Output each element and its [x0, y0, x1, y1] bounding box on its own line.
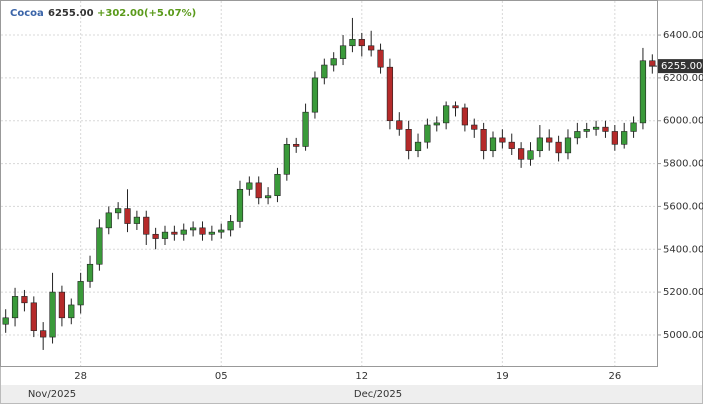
- y-tick-label: 5800.00: [663, 159, 703, 170]
- y-tick-label: 6000.00: [663, 116, 703, 127]
- candle-body: [396, 120, 403, 130]
- candle-body: [443, 105, 450, 124]
- candle-body: [208, 231, 215, 235]
- x-tick-label: 19: [496, 371, 509, 382]
- candle-body: [190, 227, 197, 231]
- candle-body: [58, 291, 66, 319]
- candle-body: [311, 77, 319, 113]
- candle-body: [274, 173, 281, 197]
- candle-body: [2, 317, 9, 325]
- candle-body: [602, 126, 609, 132]
- candle-body: [564, 137, 572, 154]
- plot-area: [0, 0, 658, 367]
- y-tick-label: 5600.00: [663, 201, 703, 212]
- y-tick-label: 5400.00: [663, 244, 703, 255]
- candle-body: [339, 45, 347, 59]
- y-tick-label: 6200.00: [663, 73, 703, 84]
- candle-body: [574, 131, 581, 139]
- candle-body: [293, 144, 300, 147]
- candle-body: [424, 124, 431, 143]
- candle-body: [218, 229, 225, 233]
- candle-body: [592, 126, 600, 130]
- candle-body: [471, 124, 478, 130]
- y-tick-label: 5000.00: [663, 330, 703, 341]
- candle-body: [630, 122, 637, 132]
- candle-body: [555, 141, 562, 154]
- candle-body: [489, 137, 497, 152]
- candle-body: [508, 141, 515, 149]
- candle-body: [96, 227, 103, 265]
- candle-body: [68, 304, 75, 319]
- candle-body: [546, 137, 553, 143]
- last-price: 6255.00: [48, 8, 94, 19]
- candle-body: [21, 296, 28, 304]
- candle-body: [124, 208, 131, 224]
- candle-body: [639, 60, 647, 124]
- candle-body: [302, 111, 309, 147]
- candle-body: [518, 148, 525, 160]
- candle-body: [649, 60, 656, 67]
- candle-body: [133, 216, 140, 224]
- candle-body: [536, 137, 543, 152]
- candle-body: [377, 49, 384, 68]
- candle-body: [452, 105, 459, 109]
- candle-body: [227, 221, 234, 231]
- candle-body: [321, 64, 328, 79]
- candle-body: [330, 58, 337, 66]
- y-tick-label: 6400.00: [663, 30, 703, 41]
- symbol: Cocoa: [10, 8, 44, 19]
- candle-body: [358, 39, 365, 47]
- period-label: Nov/2025: [28, 389, 76, 400]
- x-tick-label: 12: [355, 371, 368, 382]
- candle-body: [180, 229, 187, 235]
- x-tick-label: 05: [215, 371, 228, 382]
- candle-body: [283, 144, 290, 175]
- candle-body: [461, 107, 468, 126]
- candle-body: [621, 131, 628, 145]
- candle-body: [583, 129, 590, 132]
- candle-body: [143, 216, 150, 235]
- candle-body: [115, 208, 122, 214]
- candle-body: [255, 182, 262, 199]
- period-label: Dec/2025: [354, 389, 402, 400]
- candle-body: [480, 129, 487, 152]
- candle-body: [30, 302, 37, 331]
- candle-body: [49, 291, 56, 338]
- candle-body: [349, 39, 356, 47]
- candle-body: [199, 227, 206, 235]
- x-tick-label: 28: [74, 371, 87, 382]
- candle-body: [236, 188, 244, 222]
- last-price-label: 6255.00: [661, 61, 702, 72]
- candle-body: [264, 195, 272, 199]
- candle-body: [368, 45, 375, 51]
- candle-body: [405, 129, 412, 152]
- candle-body: [433, 122, 440, 126]
- candle-body: [386, 66, 394, 122]
- change: +302.00(+5.07%): [97, 8, 196, 19]
- candle-body: [77, 281, 84, 306]
- candle-body: [161, 231, 169, 239]
- period-strip: [1, 385, 702, 403]
- candle-body: [11, 296, 19, 319]
- candle-body: [40, 330, 47, 338]
- candle-body: [499, 137, 506, 143]
- candle-body: [152, 233, 159, 239]
- y-tick-label: 5200.00: [663, 287, 703, 298]
- candle-body: [611, 131, 618, 145]
- x-tick-label: 26: [608, 371, 621, 382]
- candle-body: [105, 212, 112, 229]
- last-price-box: [658, 59, 703, 74]
- candle-body: [246, 182, 253, 190]
- candle-body: [414, 141, 422, 152]
- candle-body: [86, 263, 94, 282]
- candle-body: [527, 150, 534, 160]
- candle-body: [171, 231, 178, 235]
